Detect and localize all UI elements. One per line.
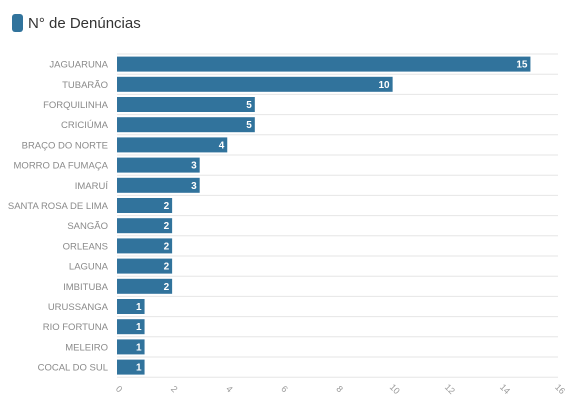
value-label: 3 [191, 181, 197, 192]
x-tick-label: 6 [279, 384, 290, 395]
x-tick-label: 14 [498, 382, 512, 396]
x-tick-label: 8 [334, 384, 345, 395]
category-label: TUBARÃO [62, 80, 108, 91]
category-label: SANTA ROSA DE LIMA [8, 201, 109, 212]
bar [117, 359, 145, 375]
category-label: URUSSANGA [48, 302, 109, 313]
value-label: 1 [136, 302, 142, 313]
x-tick-label: 4 [224, 384, 235, 395]
value-label: 4 [219, 140, 225, 151]
bar [117, 157, 200, 173]
legend-swatch [12, 14, 23, 32]
bar [117, 137, 228, 153]
x-tick-label: 2 [169, 384, 180, 395]
bar [117, 56, 531, 72]
value-label: 2 [164, 262, 170, 273]
value-label: 1 [136, 342, 142, 353]
x-tick-label: 10 [388, 382, 402, 396]
category-label: JAGUARUNA [49, 60, 108, 71]
bar [117, 319, 145, 335]
value-label: 2 [164, 282, 170, 293]
bar [117, 238, 173, 254]
value-label: 5 [246, 100, 252, 111]
bar [117, 117, 255, 133]
category-label: MORRO DA FUMAÇA [14, 161, 109, 172]
bar [117, 218, 173, 234]
category-label: FORQUILINHA [43, 100, 109, 111]
x-tick-label: 16 [553, 382, 567, 396]
bar [117, 177, 200, 193]
category-label: SANGÃO [67, 221, 108, 232]
category-label: MELEIRO [65, 342, 108, 353]
bar [117, 339, 145, 355]
bar [117, 258, 173, 274]
value-label: 2 [164, 201, 170, 212]
bar [117, 278, 173, 294]
category-label: RIO FORTUNA [43, 322, 109, 333]
value-label: 1 [136, 322, 142, 333]
value-label: 10 [379, 80, 391, 91]
value-label: 5 [246, 120, 252, 131]
value-label: 3 [191, 161, 197, 172]
value-label: 15 [516, 60, 528, 71]
bar [117, 198, 173, 213]
category-label: ORLEANS [63, 241, 108, 252]
bar [117, 76, 393, 92]
x-tick-label: 0 [114, 384, 125, 395]
value-label: 1 [136, 363, 142, 374]
bar [117, 97, 255, 112]
category-label: COCAL DO SUL [38, 363, 108, 374]
x-tick-label: 12 [443, 382, 457, 396]
legend-label: N° de Denúncias [28, 14, 141, 32]
category-label: IMARUÍ [75, 181, 109, 192]
category-label: IMBITUBA [63, 282, 109, 293]
value-label: 2 [164, 221, 170, 232]
value-label: 2 [164, 241, 170, 252]
legend: N° de Denúncias [12, 13, 141, 33]
bar [117, 299, 145, 314]
category-label: BRAÇO DO NORTE [22, 140, 108, 151]
category-label: LAGUNA [69, 262, 109, 273]
category-label: CRICIÚMA [61, 120, 109, 131]
